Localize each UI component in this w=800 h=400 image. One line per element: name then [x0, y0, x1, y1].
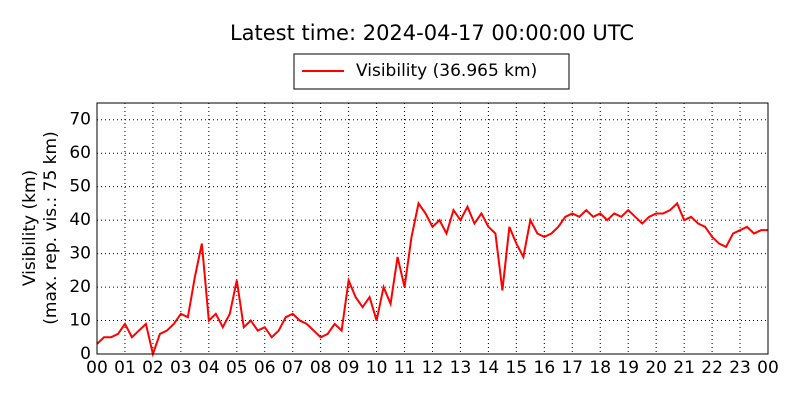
x-tick-label: 06: [254, 358, 276, 378]
x-tick-label: 19: [617, 358, 639, 378]
y-tick-label: 30: [69, 244, 91, 264]
legend-label: Visibility (36.965 km): [356, 61, 537, 81]
x-tick-label: 01: [114, 358, 136, 378]
y-tick-label: 70: [69, 110, 91, 130]
x-tick-label: 03: [170, 358, 192, 378]
y-tick-label: 60: [69, 143, 91, 163]
x-tick-label: 10: [366, 358, 388, 378]
y-label: Visibility (km): [20, 170, 40, 286]
x-tick-label: 16: [534, 358, 556, 378]
x-tick-label: 18: [589, 358, 611, 378]
x-tick-label: 14: [478, 358, 500, 378]
x-tick-label: 13: [450, 358, 472, 378]
y-tick-label: 20: [69, 277, 91, 297]
x-tick-label: 00: [86, 358, 108, 378]
chart-title: Latest time: 2024-04-17 00:00:00 UTC: [230, 21, 634, 45]
x-tick-label: 15: [506, 358, 528, 378]
data-line: [96, 200, 768, 358]
x-tick-label: 07: [282, 358, 304, 378]
x-tick-label: 02: [142, 358, 164, 378]
x-tick-label: 21: [673, 358, 695, 378]
y-tick-label: 10: [69, 311, 91, 331]
y-tick-label: 40: [69, 210, 91, 230]
x-tick-label: 11: [394, 358, 416, 378]
x-tick-label: 17: [561, 358, 583, 378]
x-tick-label: 08: [310, 358, 332, 378]
plot-frame: [96, 102, 769, 355]
y-tick-label: 50: [69, 177, 91, 197]
x-tick-label: 00: [757, 358, 779, 378]
x-tick-label: 12: [422, 358, 444, 378]
x-tick-label: 23: [729, 358, 751, 378]
x-tick-label: 20: [645, 358, 667, 378]
x-tick-label: 09: [338, 358, 360, 378]
x-tick-label: 05: [226, 358, 248, 378]
x-tick-label: 04: [198, 358, 220, 378]
x-tick-label: 22: [701, 358, 723, 378]
y-label: (max. rep. vis.: 75 km): [41, 131, 61, 324]
y-axis-title: Visibility (km) (max. rep. vis.: 75 km): [20, 131, 61, 324]
y-tick-label: 0: [80, 344, 91, 364]
